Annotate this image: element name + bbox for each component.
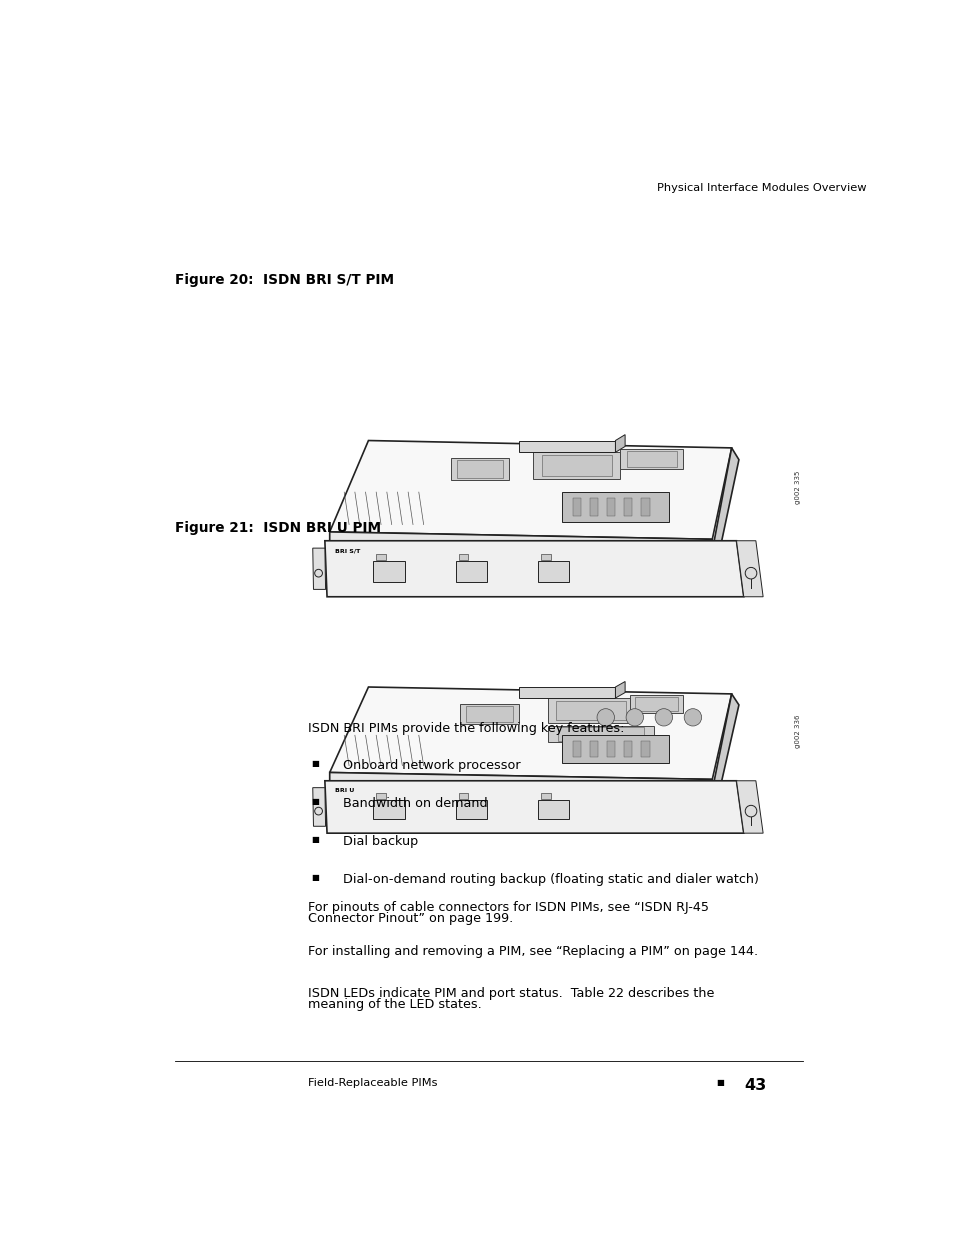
Text: ■: ■: [716, 1078, 723, 1087]
Text: BRI U: BRI U: [335, 788, 354, 793]
Bar: [466, 705, 512, 722]
Bar: [518, 687, 615, 698]
Bar: [376, 555, 385, 559]
Bar: [518, 441, 615, 452]
Text: ■: ■: [311, 797, 318, 805]
Text: Dial-on-demand routing backup (floating static and dialer watch): Dial-on-demand routing backup (floating …: [343, 873, 759, 885]
Text: For pinouts of cable connectors for ISDN PIMs, see “ISDN RJ-45: For pinouts of cable connectors for ISDN…: [308, 902, 708, 914]
Bar: [533, 452, 619, 479]
Bar: [537, 562, 569, 582]
Bar: [456, 800, 487, 819]
Bar: [640, 741, 649, 757]
Circle shape: [744, 805, 756, 816]
Bar: [537, 800, 569, 819]
Polygon shape: [736, 781, 762, 834]
Bar: [547, 698, 634, 722]
Bar: [572, 741, 580, 757]
Circle shape: [744, 567, 756, 579]
Bar: [619, 450, 682, 468]
Bar: [640, 498, 649, 516]
Bar: [460, 704, 518, 724]
Bar: [626, 451, 677, 467]
Bar: [458, 555, 468, 559]
Polygon shape: [330, 441, 731, 540]
Text: ■: ■: [311, 758, 318, 768]
Text: ISDN BRI PIMs provide the following key features:: ISDN BRI PIMs provide the following key …: [308, 721, 623, 735]
Bar: [561, 492, 668, 521]
Text: ISDN LEDs indicate PIM and port status.  Table 22 describes the: ISDN LEDs indicate PIM and port status. …: [308, 987, 714, 1000]
Text: Field-Replaceable PIMs: Field-Replaceable PIMs: [308, 1078, 436, 1088]
Bar: [589, 741, 598, 757]
Text: Connector Pinout” on page 199.: Connector Pinout” on page 199.: [308, 913, 513, 925]
Polygon shape: [313, 548, 325, 589]
Polygon shape: [325, 541, 743, 597]
Bar: [541, 454, 611, 477]
Bar: [606, 741, 615, 757]
Text: meaning of the LED states.: meaning of the LED states.: [308, 998, 481, 1010]
Text: BRI S/T: BRI S/T: [335, 548, 359, 553]
Bar: [606, 498, 615, 516]
Polygon shape: [330, 532, 712, 551]
Polygon shape: [615, 682, 624, 698]
Bar: [635, 697, 678, 711]
Bar: [373, 562, 404, 582]
Text: Onboard network processor: Onboard network processor: [343, 758, 520, 772]
Circle shape: [314, 569, 322, 577]
Polygon shape: [330, 687, 731, 779]
Bar: [540, 793, 550, 799]
Bar: [540, 555, 550, 559]
Bar: [456, 461, 502, 478]
Text: Dial backup: Dial backup: [343, 835, 418, 847]
Bar: [629, 695, 682, 713]
Bar: [589, 498, 598, 516]
Text: ■: ■: [311, 835, 318, 844]
Text: For installing and removing a PIM, see “Replacing a PIM” on page 144.: For installing and removing a PIM, see “…: [308, 945, 757, 958]
Circle shape: [625, 709, 643, 726]
Polygon shape: [736, 541, 762, 597]
Text: Figure 21:  ISDN BRI U PIM: Figure 21: ISDN BRI U PIM: [174, 521, 380, 535]
Text: ■: ■: [311, 873, 318, 882]
Bar: [547, 726, 654, 742]
Polygon shape: [712, 694, 739, 790]
Circle shape: [683, 709, 700, 726]
Bar: [556, 700, 625, 720]
Bar: [373, 800, 404, 819]
Text: 43: 43: [743, 1078, 765, 1093]
Polygon shape: [712, 448, 739, 551]
Bar: [458, 793, 468, 799]
Bar: [623, 741, 632, 757]
Circle shape: [597, 709, 614, 726]
Circle shape: [655, 709, 672, 726]
Text: g002 335: g002 335: [794, 471, 800, 504]
Text: Physical Interface Modules Overview: Physical Interface Modules Overview: [657, 183, 866, 193]
Bar: [451, 458, 508, 480]
Circle shape: [314, 808, 322, 815]
Polygon shape: [313, 788, 325, 826]
Polygon shape: [615, 435, 624, 452]
Polygon shape: [325, 781, 743, 834]
Bar: [561, 735, 668, 763]
Bar: [376, 793, 385, 799]
Text: Bandwidth on demand: Bandwidth on demand: [343, 797, 487, 810]
Text: Figure 20:  ISDN BRI S/T PIM: Figure 20: ISDN BRI S/T PIM: [174, 273, 394, 287]
Text: g002 336: g002 336: [794, 714, 800, 748]
Bar: [558, 727, 643, 741]
Bar: [623, 498, 632, 516]
Bar: [456, 562, 487, 582]
Polygon shape: [330, 773, 712, 790]
Bar: [572, 498, 580, 516]
